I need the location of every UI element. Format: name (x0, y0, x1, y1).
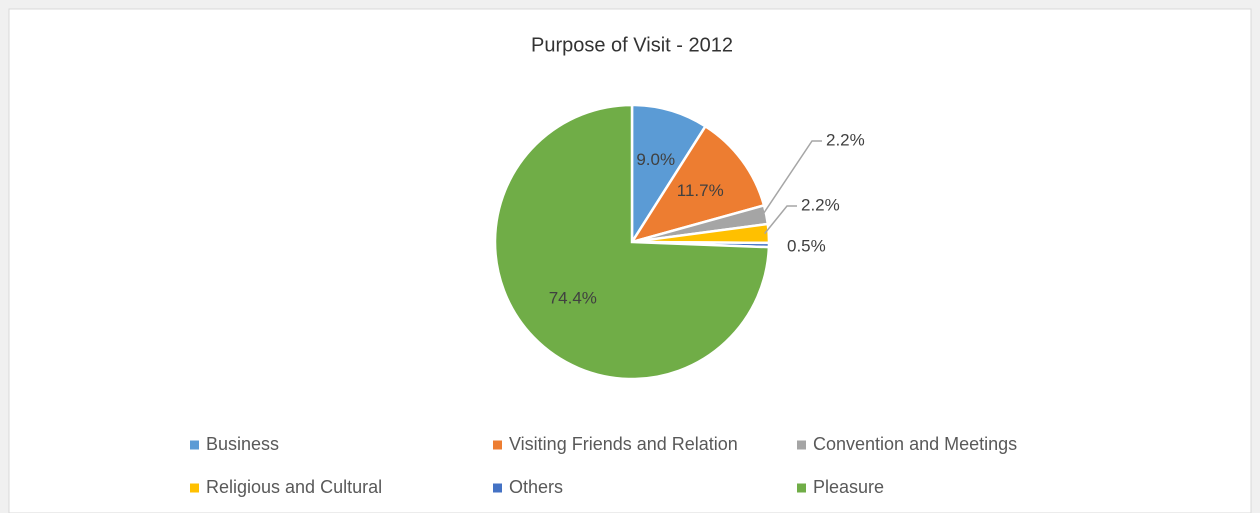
legend-label: Visiting Friends and Relation (509, 434, 738, 454)
legend-label: Others (509, 477, 563, 497)
data-label: 2.2% (826, 130, 865, 149)
data-label: 11.7% (677, 181, 724, 200)
legend-marker (797, 483, 806, 493)
pie-slice (629, 124, 766, 245)
chart-title: Purpose of Visit - 2012 (531, 34, 733, 56)
data-label: 2.2% (801, 195, 840, 214)
legend-marker (797, 440, 806, 450)
legend-marker (493, 483, 502, 493)
legend-label: Business (206, 434, 279, 454)
leader-line (761, 140, 822, 216)
data-label: 0.5% (787, 236, 826, 255)
legend-marker (190, 483, 199, 493)
pie-slice (493, 103, 771, 381)
data-label: 74.4% (549, 289, 597, 308)
data-label: 9.0% (636, 150, 675, 169)
legend-marker (190, 440, 199, 450)
legend-marker (493, 440, 502, 450)
leader-line (764, 205, 797, 235)
legend-label: Pleasure (813, 477, 884, 497)
legend-label: Religious and Cultural (206, 477, 382, 497)
legend-label: Convention and Meetings (813, 434, 1017, 454)
